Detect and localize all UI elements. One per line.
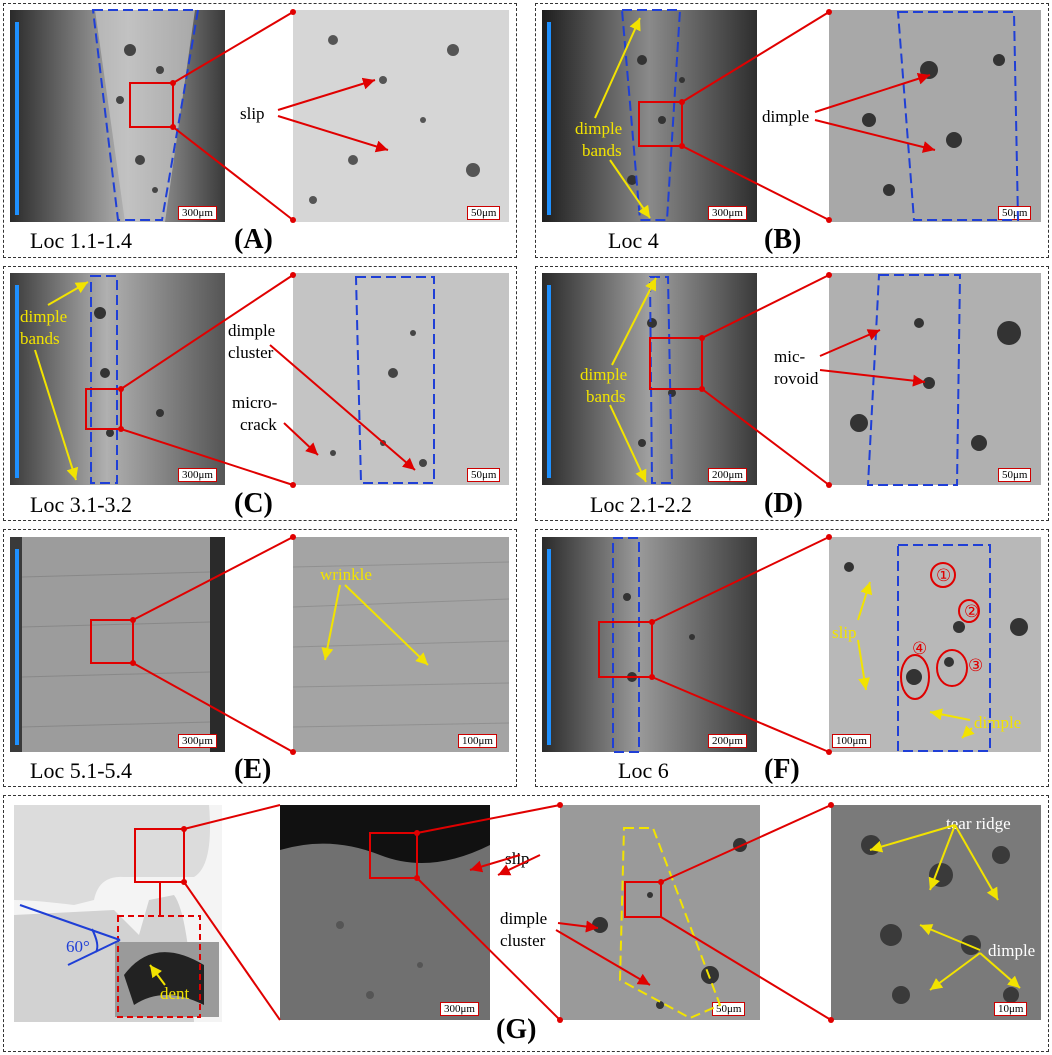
panel-c-label-dimple-bands-1: dimple: [20, 307, 68, 326]
panel-g-scalebar-2: 50μm: [712, 1002, 746, 1016]
panel-f-label-dimple: dimple: [974, 713, 1022, 732]
panel-c-label-dimple-bands-2: bands: [20, 329, 60, 348]
panel-d-label-dimple-bands-1: dimple: [580, 365, 628, 384]
panel-f-marker-1: ①: [936, 566, 952, 585]
panel-d-zoom-image: [829, 273, 1041, 485]
panel-g-image-2: [280, 805, 490, 1020]
panel-c-label-micro-crack-2: crack: [240, 415, 277, 434]
panel-d-letter: (D): [764, 488, 803, 519]
panel-g-frame: [3, 795, 1049, 1052]
panel-c-label-micro-crack-1: micro-: [232, 393, 278, 412]
panel-f-marker-3: ③: [968, 656, 984, 675]
panel-d-location: Loc 2.1-2.2: [590, 492, 693, 517]
panel-c-label-dimple-cluster-2: cluster: [228, 343, 274, 362]
panel-c-label-dimple-cluster-1: dimple: [228, 321, 276, 340]
panel-g-label-dimple-cluster-2: cluster: [500, 931, 546, 950]
panel-a-letter: (A): [234, 224, 273, 255]
panel-e-frame: [3, 529, 517, 787]
panel-f-overview-image: [542, 537, 757, 752]
panel-a-frame: [3, 3, 517, 258]
panel-b-label-dimple: dimple: [762, 107, 810, 126]
panel-f-marker-2: ②: [964, 602, 980, 621]
panel-f-location: Loc 6: [618, 758, 669, 783]
panel-g-label-slip-1: slip: [505, 849, 530, 868]
panel-g-label-dimple-cluster-1: dimple: [500, 909, 548, 928]
panel-f-marker-4: ④: [912, 639, 928, 658]
panel-a-overview-image: [10, 10, 225, 222]
panel-e-scalebar-high: 100μm: [458, 734, 497, 748]
panel-e-letter: (E): [234, 754, 272, 785]
panel-g-image-4: [831, 805, 1041, 1020]
panel-f-frame: [535, 529, 1049, 787]
panel-c-zoom-image: [293, 273, 509, 485]
panel-c-scalebar-low: 300μm: [178, 468, 217, 482]
panel-b-frame: [535, 3, 1049, 258]
panel-d-label-dimple-bands-2: bands: [586, 387, 626, 406]
panel-g-letter: (G): [496, 1014, 537, 1045]
panel-g-label-tear-ridge: tear ridge: [946, 814, 1011, 833]
panel-g-scalebar-1: 300μm: [440, 1002, 479, 1016]
panel-b-scalebar-high: 50μm: [998, 206, 1032, 220]
panel-g-angle-label: 60°: [66, 937, 90, 956]
panel-b-label-dimple-bands-2: bands: [582, 141, 622, 160]
panel-a-scalebar-low: 300μm: [178, 206, 217, 220]
panel-b-label-dimple-bands-1: dimple: [575, 119, 623, 138]
panel-g-dent-label: dent: [160, 984, 190, 1003]
panel-d-overview-image: [542, 273, 757, 485]
panel-a-location: Loc 1.1-1.4: [30, 228, 133, 253]
panel-b-scalebar-low: 300μm: [708, 206, 747, 220]
panel-f-label-slip: slip: [832, 623, 857, 642]
panel-a-scalebar-high: 50μm: [467, 206, 501, 220]
panel-g-scalebar-3: 10μm: [994, 1002, 1028, 1016]
panel-d-scalebar-low: 200μm: [708, 468, 747, 482]
panel-a-label-slip: slip: [240, 104, 265, 123]
panel-e-overview-image: [10, 537, 225, 752]
panel-c-overview-image: [10, 273, 225, 485]
panel-b-location: Loc 4: [608, 228, 659, 253]
panel-b-letter: (B): [764, 224, 802, 255]
panel-f-scalebar-high: 100μm: [832, 734, 871, 748]
panel-f-letter: (F): [764, 754, 800, 785]
panel-b-zoom-image: [829, 10, 1041, 222]
panel-d-label-microvoid-1: mic-: [774, 347, 806, 366]
panel-d-label-microvoid-2: rovoid: [774, 369, 819, 388]
panel-d-scalebar-high: 50μm: [998, 468, 1032, 482]
panel-e-label-wrinkle: wrinkle: [320, 565, 372, 584]
panel-g-label-dimple: dimple: [988, 941, 1036, 960]
panel-c-location: Loc 3.1-3.2: [30, 492, 133, 517]
panel-c-frame: [3, 266, 517, 521]
panel-g-specimen-image: [14, 805, 222, 1022]
panel-c-scalebar-high: 50μm: [467, 468, 501, 482]
panel-b-overview-image: [542, 10, 757, 222]
panel-c-letter: (C): [234, 488, 273, 519]
panel-f-scalebar-low: 200μm: [708, 734, 747, 748]
panel-d-frame: [535, 266, 1049, 521]
panel-e-location: Loc 5.1-5.4: [30, 758, 133, 783]
panel-e-scalebar-low: 300μm: [178, 734, 217, 748]
panel-g-image-3: [560, 805, 760, 1020]
panel-a-zoom-image: [293, 10, 509, 222]
